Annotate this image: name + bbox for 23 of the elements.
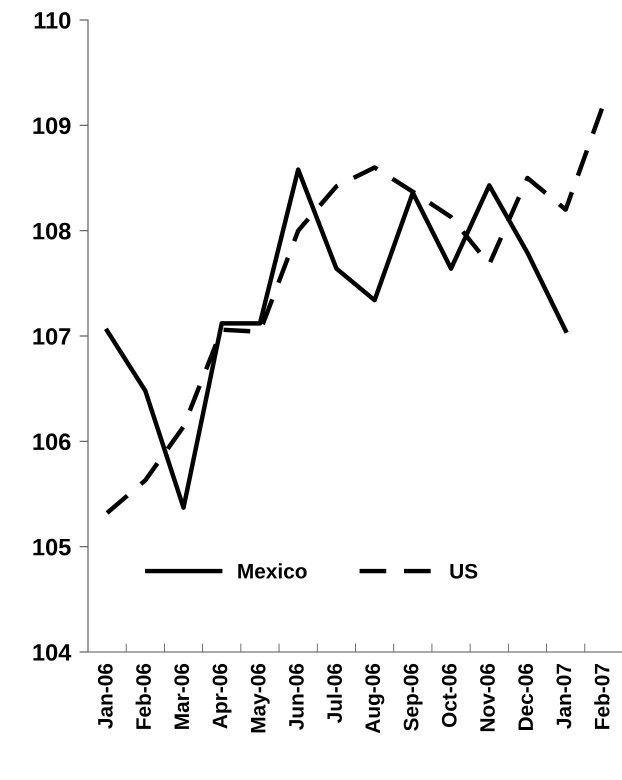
x-tick-label: Jul-06: [326, 664, 342, 723]
x-tick-label: Mar-06: [174, 664, 190, 729]
x-tick-label: Nov-06: [480, 664, 495, 732]
legend-label: Mexico: [238, 563, 307, 579]
y-tick-label: 106: [33, 433, 70, 450]
y-tick-label: 108: [33, 222, 71, 240]
x-tick-label: Jan-06: [98, 664, 113, 729]
x-tick-label: Oct-06: [442, 664, 457, 728]
x-tick-label: Feb-06: [136, 664, 151, 729]
x-tick-label: Feb-07: [594, 664, 610, 729]
x-tick-label: Dec-06: [518, 664, 534, 730]
x-tick-label: Sep-06: [404, 664, 423, 731]
legend-label: US: [450, 564, 478, 579]
x-tick-label: Aug-06: [365, 664, 384, 734]
y-tick-label: 107: [33, 328, 70, 345]
x-tick-label: May-06: [250, 664, 270, 732]
y-tick-label: 109: [33, 117, 70, 134]
x-tick-label: Jan-07: [556, 664, 572, 729]
y-tick-label: 104: [33, 644, 72, 661]
x-tick-label: Jun-06: [289, 664, 304, 730]
x-tick-label: Apr-06: [212, 664, 232, 729]
y-tick-label: 105: [33, 538, 71, 556]
y-tick-label: 110: [34, 12, 70, 29]
